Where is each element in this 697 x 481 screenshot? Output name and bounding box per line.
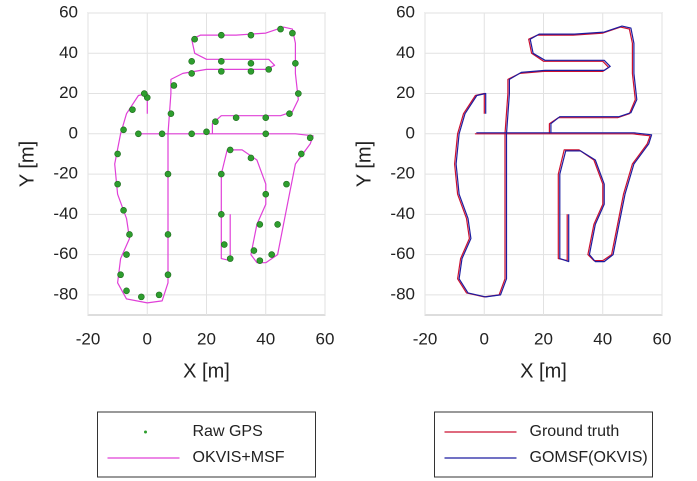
x-tick-label: 40 <box>256 329 275 348</box>
gps-point <box>218 170 225 178</box>
gps-point <box>218 58 225 65</box>
gps-point <box>218 31 225 39</box>
gps-point <box>256 257 264 264</box>
gps-point <box>265 66 273 73</box>
y-tick-label: -20 <box>53 164 78 183</box>
gps-point <box>158 130 166 138</box>
y-tick-label: 40 <box>59 43 78 62</box>
gps-point <box>277 25 284 33</box>
gps-point <box>203 128 210 136</box>
y-tick-label: -40 <box>53 204 78 223</box>
gps-point <box>226 146 234 154</box>
gps-point <box>120 126 127 134</box>
legend-box <box>434 411 653 478</box>
chart-panel: -20 0 20 40 60 -80 -60 -40 -20 0 20 40 60 X [m] Y [m] G… <box>353 2 672 478</box>
gps-point <box>289 29 296 37</box>
y-tick-label: 60 <box>396 2 415 21</box>
gps-point <box>117 271 124 279</box>
gps-point <box>297 150 305 158</box>
trajectory-line <box>114 26 314 304</box>
gps-point <box>167 110 175 117</box>
gps-point <box>164 170 172 178</box>
gps-point <box>283 180 290 188</box>
gps-point <box>155 291 163 299</box>
legend: Ground truth GOMSF(OKVIS) <box>434 411 653 478</box>
gps-point <box>191 35 198 43</box>
chart-panel: -20 0 20 40 60 -80 -60 -40 -20 0 20 40 60 X [m] Y [m] R… <box>16 2 335 478</box>
gps-point <box>218 211 225 218</box>
gps-point <box>114 150 121 158</box>
gps-point <box>188 70 195 77</box>
gps-point <box>164 231 172 238</box>
legend-label: Ground truth <box>530 423 620 440</box>
legend-label: GOMSF(OKVIS) <box>530 449 648 466</box>
trajectory-line <box>455 25 653 298</box>
y-tick-label: -60 <box>53 244 78 263</box>
y-tick-label: 20 <box>396 83 415 102</box>
gps-point <box>262 190 270 198</box>
x-tick-label: 60 <box>316 329 335 348</box>
gps-point <box>188 58 195 65</box>
y-tick-label: 40 <box>396 43 415 62</box>
y-tick-label: -80 <box>390 284 415 303</box>
gps-point <box>164 271 172 279</box>
y-tick-label: -20 <box>390 164 415 183</box>
gps-point <box>135 130 142 138</box>
gps-point <box>295 90 302 97</box>
gps-point <box>220 241 228 248</box>
gps-point <box>123 287 130 295</box>
gps-point <box>138 293 145 301</box>
legend-box <box>97 411 316 478</box>
gps-point <box>262 114 270 121</box>
gps-point <box>268 251 275 258</box>
gps-point <box>232 114 240 121</box>
x-tick-label: -20 <box>413 329 438 348</box>
x-tick-label: 0 <box>143 329 152 348</box>
gps-point <box>292 60 299 67</box>
x-tick-label: 60 <box>653 329 672 348</box>
gps-point <box>129 106 136 113</box>
x-tick-label: 0 <box>480 329 489 348</box>
y-tick-label: 0 <box>69 123 78 142</box>
legend-label: Raw GPS <box>193 423 263 440</box>
y-axis-label: Y [m] <box>353 141 375 187</box>
legend: Raw GPS OKVIS+MSF <box>97 411 316 478</box>
y-tick-label: 0 <box>406 123 415 142</box>
x-tick-label: 20 <box>534 329 553 348</box>
y-tick-label: 20 <box>59 83 78 102</box>
y-tick-label: -40 <box>390 204 415 223</box>
gps-point <box>262 130 270 138</box>
gps-point <box>140 90 148 97</box>
gps-point <box>247 60 255 67</box>
legend-label: OKVIS+MSF <box>193 449 285 466</box>
gps-point <box>212 118 219 126</box>
gps-point <box>114 180 121 188</box>
gps-point <box>306 134 314 142</box>
gps-point <box>247 31 255 39</box>
x-tick-label: 20 <box>197 329 216 348</box>
x-axis-label: X [m] <box>520 360 567 382</box>
y-tick-label: -80 <box>53 284 78 303</box>
gps-point <box>120 207 127 214</box>
y-tick-label: -60 <box>390 244 415 263</box>
gps-point <box>218 68 225 75</box>
x-axis-label: X [m] <box>183 360 230 382</box>
gps-point <box>188 130 195 138</box>
gps-point <box>256 221 264 228</box>
gps-point <box>247 68 255 75</box>
gps-point <box>123 251 130 258</box>
legend-marker <box>144 430 147 434</box>
x-tick-label: 40 <box>593 329 612 348</box>
gps-point <box>126 231 133 238</box>
gps-point <box>170 82 178 89</box>
x-tick-label: -20 <box>76 329 101 348</box>
gps-point <box>274 221 281 228</box>
gps-point <box>226 255 234 262</box>
y-tick-label: 60 <box>59 2 78 21</box>
y-axis-label: Y [m] <box>16 141 38 187</box>
gps-point <box>247 154 255 162</box>
gps-point <box>286 110 293 117</box>
gps-point <box>250 247 258 254</box>
